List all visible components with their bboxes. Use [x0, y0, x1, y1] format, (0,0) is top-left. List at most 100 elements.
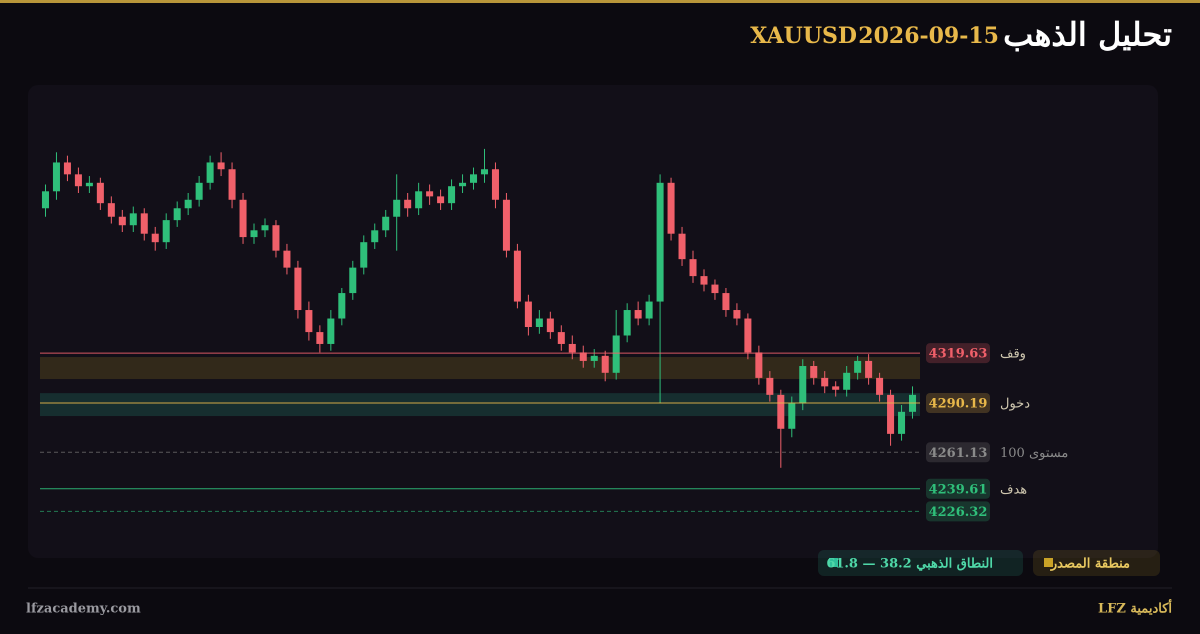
symbol: XAUUSD: [750, 23, 857, 49]
candle-body: [579, 352, 587, 361]
candle-body: [250, 230, 258, 238]
candle-body: [195, 182, 203, 200]
level-badge: [926, 478, 990, 499]
candle-body: [700, 276, 708, 285]
candle-body: [898, 411, 906, 434]
legend-box: [818, 550, 1023, 576]
candle-body: [568, 343, 576, 353]
candle-body: [118, 216, 126, 226]
candle-body: [821, 377, 829, 387]
candle-body: [590, 355, 598, 361]
candle-body: [876, 377, 884, 395]
candle-body: [865, 360, 873, 378]
candle-body: [711, 284, 719, 294]
chart-panel: [28, 85, 1158, 558]
candle-body: [535, 318, 543, 327]
candle-body: [843, 372, 851, 390]
candle-body: [239, 199, 247, 238]
candle-body: [832, 386, 840, 390]
candle-body: [733, 310, 741, 319]
candle-body: [206, 162, 214, 183]
candle-body: [184, 199, 192, 209]
candle-body: [437, 196, 445, 204]
date: 2026-09-15: [858, 23, 999, 49]
candle-body: [480, 169, 488, 175]
candle-body: [788, 403, 796, 429]
candle-body: [305, 310, 313, 333]
plot: 4319.63 وقف 4290.19 دخول 4261.13 مستوى 100 423…: [40, 148, 1068, 522]
candle-body: [546, 318, 554, 333]
candle-body: [722, 293, 730, 311]
legend-label: النطاق الذهبي 38.2 — 61.8: [826, 557, 993, 572]
candle-body: [470, 174, 478, 183]
level-label: دخول: [1000, 397, 1030, 412]
level-label: مستوى 100: [1000, 446, 1068, 461]
candle-body: [228, 169, 236, 200]
candle-body: [393, 199, 401, 217]
candle-body: [491, 169, 499, 200]
candle-body: [513, 250, 521, 302]
candle-body: [887, 394, 895, 434]
candle-body: [612, 335, 620, 373]
candle-body: [601, 355, 609, 373]
candle-body: [799, 366, 807, 404]
candle-body: [502, 199, 510, 251]
level-badge: [926, 393, 990, 414]
candle-body: [777, 394, 785, 429]
candle-body: [217, 162, 225, 170]
candle-body: [667, 182, 675, 234]
candle-body: [744, 318, 752, 353]
candle-body: [448, 186, 456, 204]
candle-body: [404, 199, 412, 209]
candle-body: [623, 310, 631, 336]
candle-body: [338, 293, 346, 319]
footer-brand: أكاديمية LFZ: [1098, 600, 1172, 617]
candle-body: [140, 213, 148, 234]
candle-body: [261, 225, 269, 231]
candle-body: [294, 267, 302, 311]
level-value: 4290.19: [929, 397, 988, 412]
level-badge: [926, 343, 990, 364]
candle-body: [766, 377, 774, 395]
candle-body: [283, 250, 291, 268]
candle-body: [74, 174, 82, 187]
candle-body: [360, 242, 368, 268]
candle-body: [645, 301, 653, 319]
level-value: 4261.13: [929, 446, 988, 461]
candle-body: [96, 182, 104, 204]
candle-body: [689, 259, 697, 277]
candle-body: [415, 191, 423, 209]
top-bar: [0, 0, 1200, 3]
level-badge: [926, 501, 990, 522]
legend-swatch: [829, 558, 838, 567]
candle-body: [810, 366, 818, 378]
candle-body: [524, 301, 532, 327]
candle-body: [162, 220, 170, 243]
footer-site: lfzacademy.com: [26, 602, 141, 617]
level-value: 4226.32: [929, 505, 988, 520]
zone: [40, 357, 920, 380]
candle-body: [52, 162, 60, 192]
zone: [40, 393, 920, 417]
level-value: 4319.63: [929, 347, 988, 362]
candle-body: [63, 162, 71, 175]
legend-swatch: [1044, 558, 1053, 567]
level-label: وقف: [1000, 347, 1026, 362]
candle-body: [678, 233, 686, 260]
candle-body: [557, 332, 565, 344]
level-badge: [926, 442, 990, 463]
candle-body: [129, 213, 137, 226]
candle-body: [349, 267, 357, 294]
candle-body: [656, 182, 664, 302]
candle-body: [755, 352, 763, 378]
candle-body: [41, 191, 49, 209]
candle-body: [459, 182, 467, 187]
candle-body: [316, 332, 324, 344]
candle-body: [272, 225, 280, 251]
candle-body: [85, 182, 93, 187]
legend-label: منطقة المصدر: [1050, 557, 1130, 572]
candle-body: [426, 191, 434, 197]
candle-body: [854, 360, 862, 373]
title: تحليل الذهب: [1003, 16, 1172, 54]
